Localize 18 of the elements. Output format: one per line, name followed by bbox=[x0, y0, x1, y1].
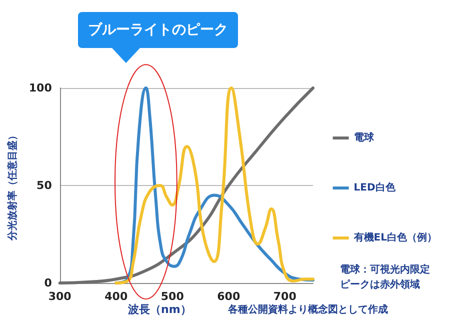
text: 各種公開資料より概念図として作成 bbox=[227, 304, 388, 316]
text: ブルーライトのピーク bbox=[88, 21, 228, 38]
text: 電球：可視光内限定 bbox=[340, 264, 430, 276]
x-tick-label: 700 bbox=[273, 290, 297, 303]
x-axis-title: 波長（nm） bbox=[127, 303, 192, 316]
x-tick-label: 500 bbox=[160, 290, 184, 303]
legend-label: 有機EL白色（例） bbox=[352, 232, 437, 244]
text: ピークは赤外領域 bbox=[340, 278, 420, 290]
y-tick-label: 100 bbox=[28, 82, 52, 94]
y-axis-title: 分光放射率（任意目盛） bbox=[6, 130, 18, 242]
x-tick-label: 600 bbox=[217, 290, 240, 303]
legend-label: 電球 bbox=[354, 132, 375, 144]
y-tick-label: 0 bbox=[44, 276, 52, 290]
y-tick-label: 50 bbox=[36, 179, 52, 192]
x-tick-label: 300 bbox=[48, 290, 72, 303]
line-series bbox=[58, 86, 314, 284]
x-tick-label: 400 bbox=[104, 290, 128, 303]
legend-label: LED白色 bbox=[354, 182, 396, 194]
